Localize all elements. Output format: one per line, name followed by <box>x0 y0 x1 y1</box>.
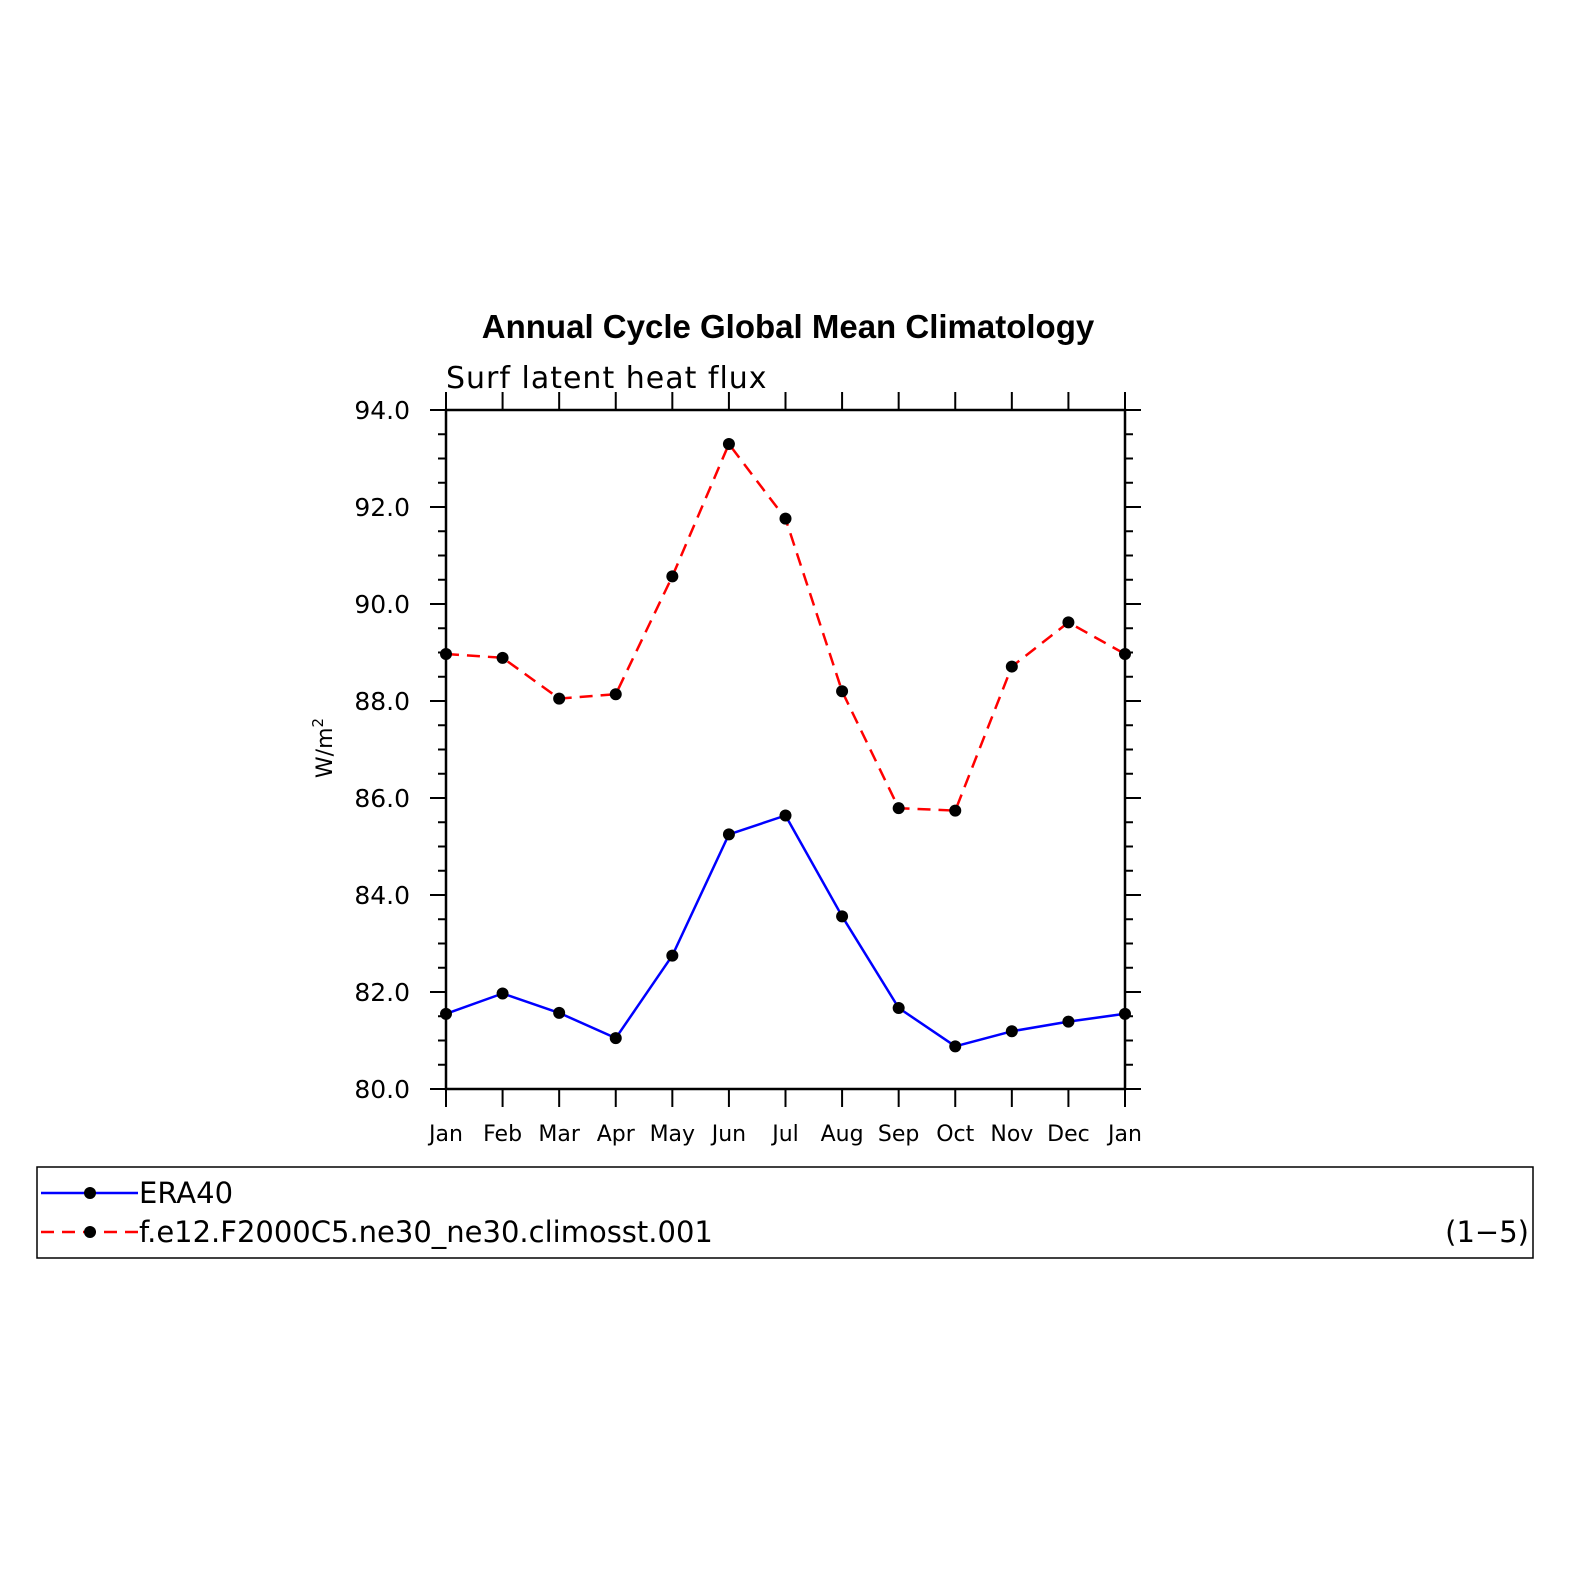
data-point-series-0 <box>836 910 849 923</box>
data-point-series-0 <box>779 809 792 822</box>
y-tick-label: 88.0 <box>354 687 410 716</box>
y-axis-label: W/m2 <box>309 718 338 778</box>
data-point-series-1 <box>949 804 962 817</box>
series-line-0 <box>445 814 1126 1048</box>
chart-title: Annual Cycle Global Mean Climatology <box>482 308 1095 345</box>
data-point-series-1 <box>836 685 849 698</box>
data-point-series-0 <box>892 1002 905 1015</box>
chart-subtitle: Surf latent heat flux <box>446 361 768 396</box>
data-point-series-1 <box>779 512 792 525</box>
svg-text:W/m2: W/m2 <box>309 718 338 778</box>
x-tick-label: Jun <box>710 1122 746 1147</box>
y-tick-label: 82.0 <box>354 978 410 1007</box>
data-point-series-1 <box>1119 647 1131 660</box>
x-tick-label: Nov <box>990 1122 1033 1147</box>
y-tick-label: 84.0 <box>354 881 410 910</box>
data-point-series-1 <box>892 802 905 815</box>
data-point-series-0 <box>1062 1015 1075 1028</box>
y-tick-label: 92.0 <box>354 493 410 522</box>
data-point-series-0 <box>496 987 509 1000</box>
x-tick-label: Oct <box>936 1122 974 1147</box>
y-axis-label-text: W/m <box>313 727 338 778</box>
x-tick-label: Mar <box>538 1122 580 1147</box>
data-point-series-1 <box>666 570 679 583</box>
series-line-1 <box>445 442 1126 812</box>
data-point-series-0 <box>553 1006 566 1019</box>
data-point-series-1 <box>496 651 509 664</box>
legend-entry-model: f.e12.F2000C5.ne30_ne30.climosst.001 <box>41 1215 713 1249</box>
legend: ERA40 f.e12.F2000C5.ne30_ne30.climosst.0… <box>36 1166 1534 1259</box>
x-tick-label: Sep <box>878 1122 919 1147</box>
y-tick-label: 86.0 <box>354 784 410 813</box>
x-tick-label: Aug <box>821 1122 864 1147</box>
x-tick-label: May <box>650 1122 695 1147</box>
data-point-series-0 <box>722 828 735 841</box>
data-point-series-1 <box>1005 660 1018 673</box>
y-tick-label: 90.0 <box>354 590 410 619</box>
legend-label-model: f.e12.F2000C5.ne30_ne30.climosst.001 <box>139 1215 713 1249</box>
x-tick-label: Feb <box>483 1122 522 1147</box>
legend-label-era40: ERA40 <box>139 1176 233 1210</box>
y-tick-label: 80.0 <box>354 1075 410 1104</box>
data-point-series-1 <box>440 647 452 660</box>
x-tick-label: Jan <box>427 1122 463 1147</box>
x-tick-label: Dec <box>1047 1122 1090 1147</box>
legend-marker-model <box>84 1226 96 1238</box>
y-axis-label-superscript: 2 <box>309 718 327 728</box>
data-point-series-0 <box>1119 1007 1131 1020</box>
data-point-series-1 <box>1062 616 1075 629</box>
data-point-series-1 <box>609 688 622 701</box>
plot-frame <box>444 408 1127 1091</box>
data-point-series-0 <box>1005 1025 1018 1038</box>
data-point-series-1 <box>722 437 735 450</box>
panel-label: (1−5) <box>1445 1215 1529 1249</box>
series-layer <box>440 437 1131 1053</box>
data-point-series-0 <box>949 1040 962 1053</box>
legend-marker-era40 <box>84 1187 96 1199</box>
legend-entry-era40: ERA40 <box>41 1176 233 1210</box>
data-point-series-0 <box>440 1007 452 1020</box>
plot-axes: 80.0 82.0 84.0 86.0 88.0 90.0 92.0 94.0 Jan Feb Ma… <box>354 392 1142 1147</box>
x-tick-label: Apr <box>597 1122 636 1147</box>
data-point-series-0 <box>609 1032 622 1045</box>
legend-box <box>36 1166 1534 1259</box>
data-point-series-1 <box>553 692 566 705</box>
x-tick-label: Jan <box>1106 1122 1142 1147</box>
y-tick-label: 94.0 <box>354 396 410 425</box>
data-point-series-0 <box>666 949 679 962</box>
x-tick-label: Jul <box>770 1122 799 1147</box>
